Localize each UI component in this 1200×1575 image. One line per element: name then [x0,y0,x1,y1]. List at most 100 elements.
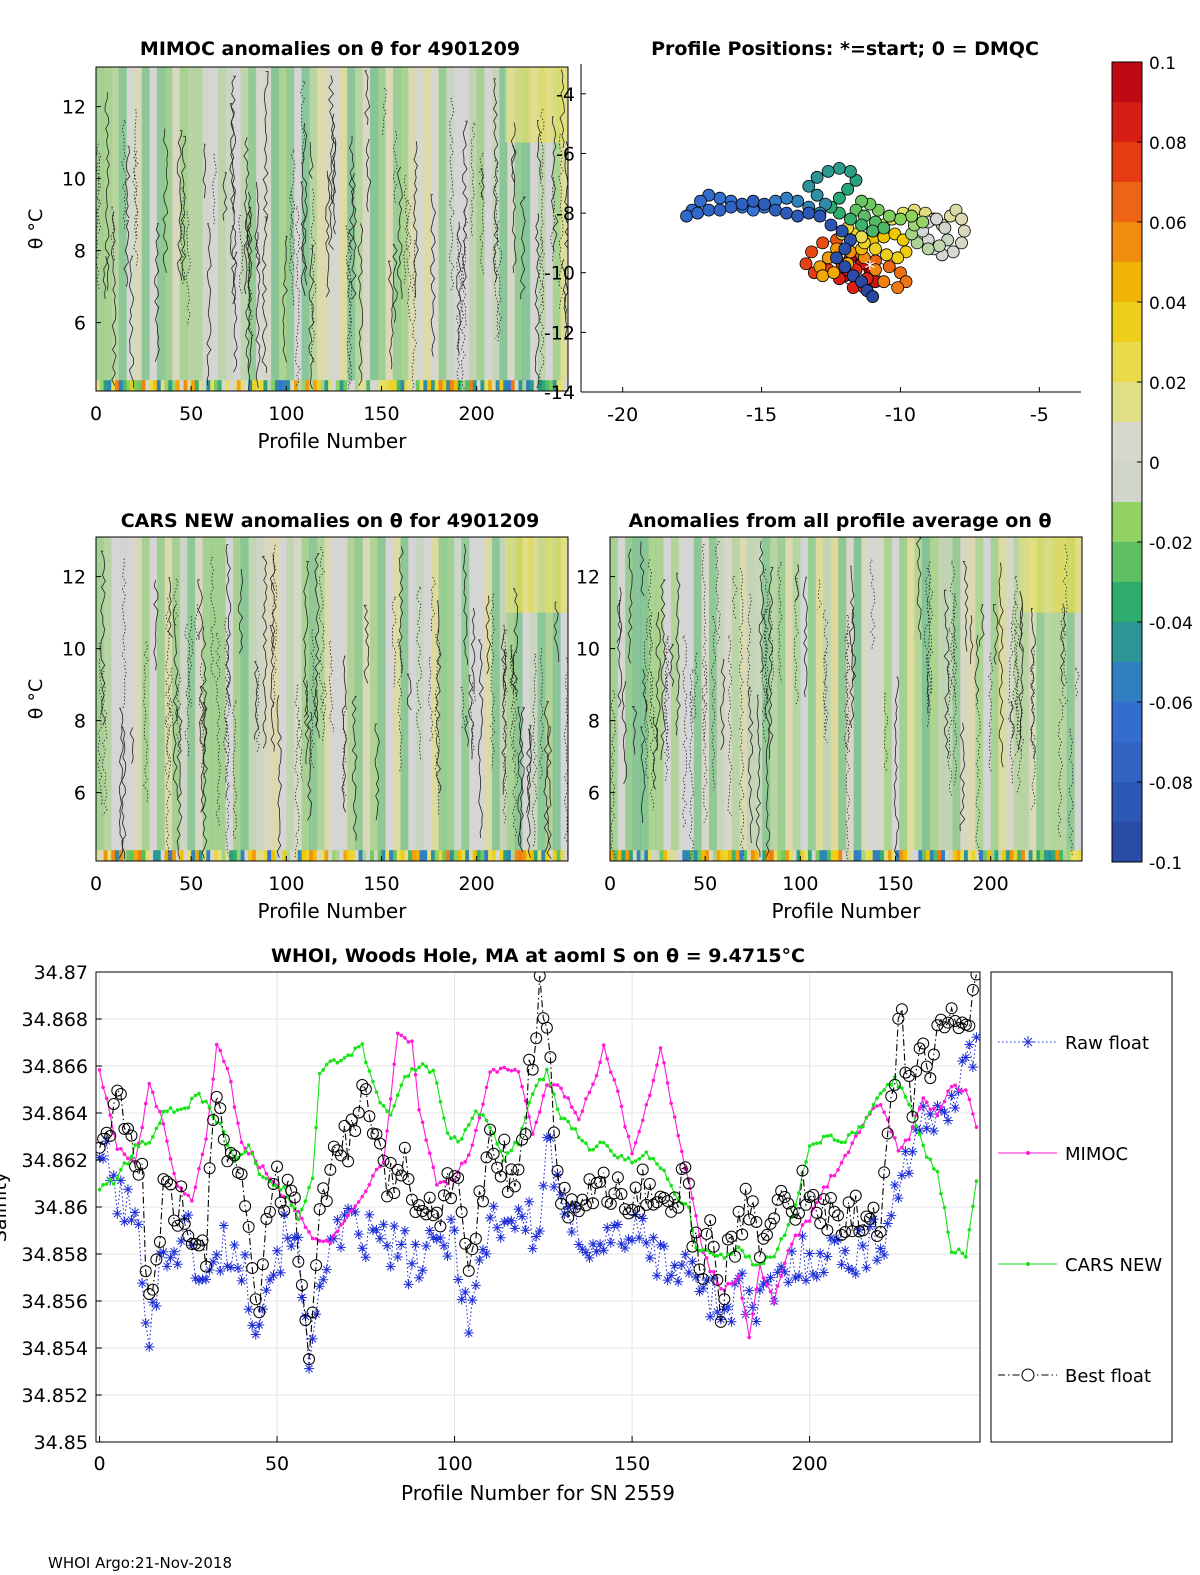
heatmap-bottom-cell [370,380,375,391]
best-float-marker [256,1258,269,1271]
y-tick-label: 6 [588,783,600,805]
contour-line [470,122,477,238]
y-tick-label: 10 [62,639,86,661]
contour-line [538,237,545,388]
best-float-marker [505,1163,518,1176]
raw-float-marker [591,1246,602,1257]
raw-float-marker [222,1261,233,1272]
contour-line [502,624,508,656]
contour-line [269,625,275,752]
raw-float-marker [282,1233,293,1244]
profile-position [932,239,946,253]
heatmap-bottom-cell [446,850,451,861]
heatmap-bottom-cell [168,380,173,391]
cars-title: CARS NEW anomalies on θ for 4901209 [121,510,540,532]
raw-float-marker [687,1256,698,1267]
heatmap-bottom-cell [773,850,778,861]
raw-float-marker [698,1283,709,1294]
heatmap-bottom-cell [651,850,657,861]
series-marker [594,1144,599,1149]
heatmap-bottom-cell [301,850,306,861]
series-marker [939,1105,943,1109]
contour-line [539,109,545,308]
heatmap-band [293,537,303,861]
profile-position [841,182,855,196]
heatmap-band [929,537,938,861]
raw-float-marker [921,1123,932,1134]
y-tick-label: 34.85 [34,1432,88,1454]
heatmap-band [217,537,226,861]
series-marker [679,1149,684,1154]
raw-float-marker [499,1216,510,1227]
contour-line [561,259,567,320]
series-marker [580,1138,585,1143]
heatmap-band [423,67,432,391]
best-float-marker [508,1180,521,1193]
contour-line [869,559,876,651]
heatmap-bottom-cell [944,850,950,861]
heatmap-band [960,537,969,861]
heatmap-band [96,67,105,391]
heatmap-bottom-cell [373,850,379,861]
contour-line [330,113,337,235]
contour-line [536,120,542,181]
series-marker [204,1137,208,1141]
heatmap-patch [1053,537,1060,613]
series-marker [829,1173,833,1178]
best-float-marker [902,1070,915,1083]
heatmap-bottom-cell [560,850,565,861]
heatmap-bottom-cell [491,380,497,391]
heatmap-patch [550,537,558,613]
heatmap-band [617,537,626,861]
contour-line [319,547,325,722]
heatmap-patch [1070,537,1077,613]
x-tick-label: 150 [363,873,399,895]
heatmap-bottom-cell [278,850,284,861]
raw-float-marker [836,1259,847,1270]
raw-float-marker [744,1285,755,1296]
heatmap-bottom-cell [876,850,881,861]
raw-float-marker [201,1274,212,1285]
contour-line [430,577,436,632]
y-tick-label: 34.852 [22,1385,88,1407]
series-marker [310,1176,315,1181]
best-float-marker [810,1206,823,1219]
heatmap-bottom-cell [320,850,325,861]
series-marker [577,1135,581,1140]
heatmap-band [453,67,462,391]
contour-line [768,598,774,695]
y-tick-label: 34.858 [22,1244,88,1266]
series-marker [896,1149,901,1153]
y-tick-label: 12 [62,97,86,119]
heatmap-bottom-cell [309,850,314,861]
best-float-marker [320,1194,333,1207]
contour-line [664,636,670,691]
heatmap-bottom-cell [411,850,417,861]
raw-float-marker [886,1210,897,1221]
contour-line [301,123,308,286]
contour-line [231,225,237,305]
heatmap-band [377,537,386,861]
raw-float-marker [623,1234,634,1245]
colorbar-tick-label: -0.06 [1149,694,1193,714]
best-float-marker [796,1164,809,1177]
heatmap-bottom-cell [111,380,116,391]
heatmap-bottom-cell [450,850,455,861]
best-float-marker [388,1187,401,1200]
heatmap-bottom-cell [705,850,710,861]
heatmap-band [408,537,417,861]
heatmap-bottom-cell [389,380,394,391]
heatmap-bottom-cell [518,380,523,391]
series-marker [644,1150,649,1155]
legend-marker [1022,1036,1034,1048]
heatmap-bottom-cell [450,380,455,391]
heatmap-band [293,67,303,391]
series-marker [804,1219,808,1224]
best-float-marker [633,1205,646,1218]
heatmap-band [469,537,478,861]
allavg-panel: Anomalies from all profile average on θ … [576,510,1083,923]
series-marker [910,1125,915,1129]
series-marker [846,1150,851,1155]
contour-line [843,615,850,748]
mimoc-title: MIMOC anomalies on θ for 4901209 [140,38,520,60]
